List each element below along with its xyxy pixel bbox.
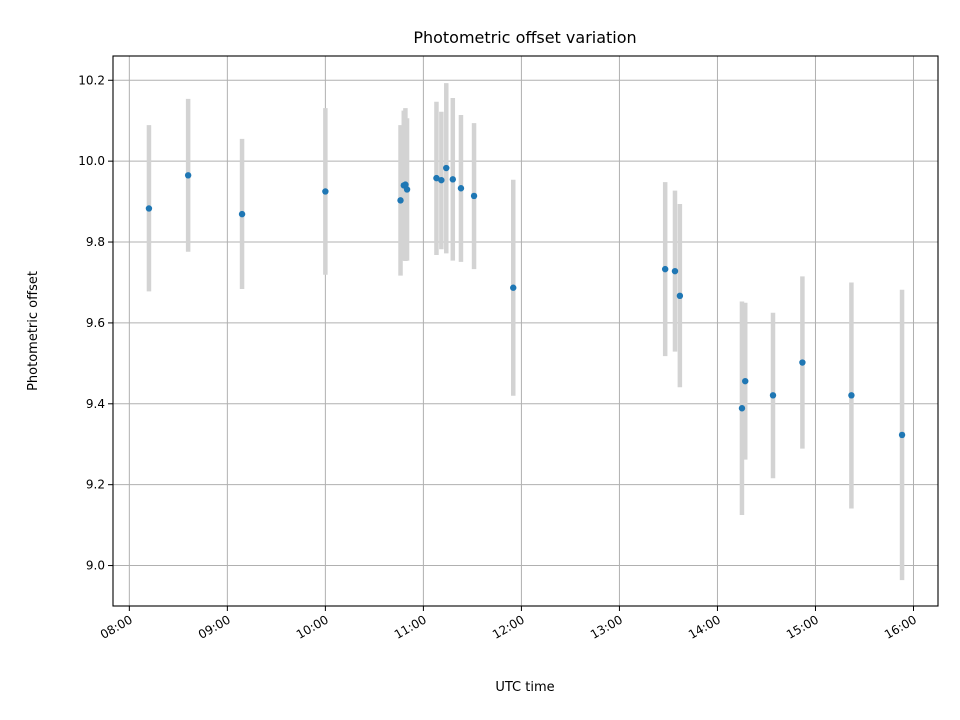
y-axis-ticks: 9.0 9.2 9.4 9.6 9.8 10.0 10.2: [78, 73, 113, 573]
data-point: [738, 405, 746, 412]
data-point: [433, 174, 440, 182]
data-point: [470, 192, 478, 200]
data-point: [676, 292, 684, 300]
plot-frame: [112, 55, 939, 607]
y-tick-label: 10.0: [78, 154, 105, 168]
data-point: [322, 188, 329, 195]
data-point: [438, 176, 445, 184]
data-point: [769, 392, 777, 399]
data-point: [848, 392, 855, 399]
data-point: [671, 267, 679, 275]
data-point: [449, 176, 457, 183]
chart-title: Photometric offset variation: [413, 28, 636, 47]
data-point: [443, 164, 450, 172]
data-points: [145, 164, 906, 439]
x-axis-label: UTC time: [495, 680, 554, 695]
y-tick-label: 9.8: [86, 235, 105, 249]
y-axis-label: Photometric offset: [26, 271, 41, 391]
data-point: [184, 172, 192, 179]
y-tick-label: 9.2: [86, 478, 105, 492]
data-point: [238, 210, 246, 218]
data-point: [402, 181, 409, 188]
y-tick-label: 9.0: [86, 559, 105, 573]
data-point: [898, 431, 906, 439]
data-point: [510, 284, 517, 291]
data-point: [799, 359, 806, 366]
data-point: [397, 197, 404, 204]
data-point: [457, 185, 465, 192]
data-point: [661, 265, 669, 273]
y-tick-label: 9.6: [86, 316, 105, 330]
y-tick-label: 10.2: [78, 73, 105, 87]
data-point: [145, 205, 153, 212]
y-tick-label: 9.4: [86, 397, 105, 411]
data-point: [403, 186, 411, 193]
data-point: [742, 377, 749, 385]
